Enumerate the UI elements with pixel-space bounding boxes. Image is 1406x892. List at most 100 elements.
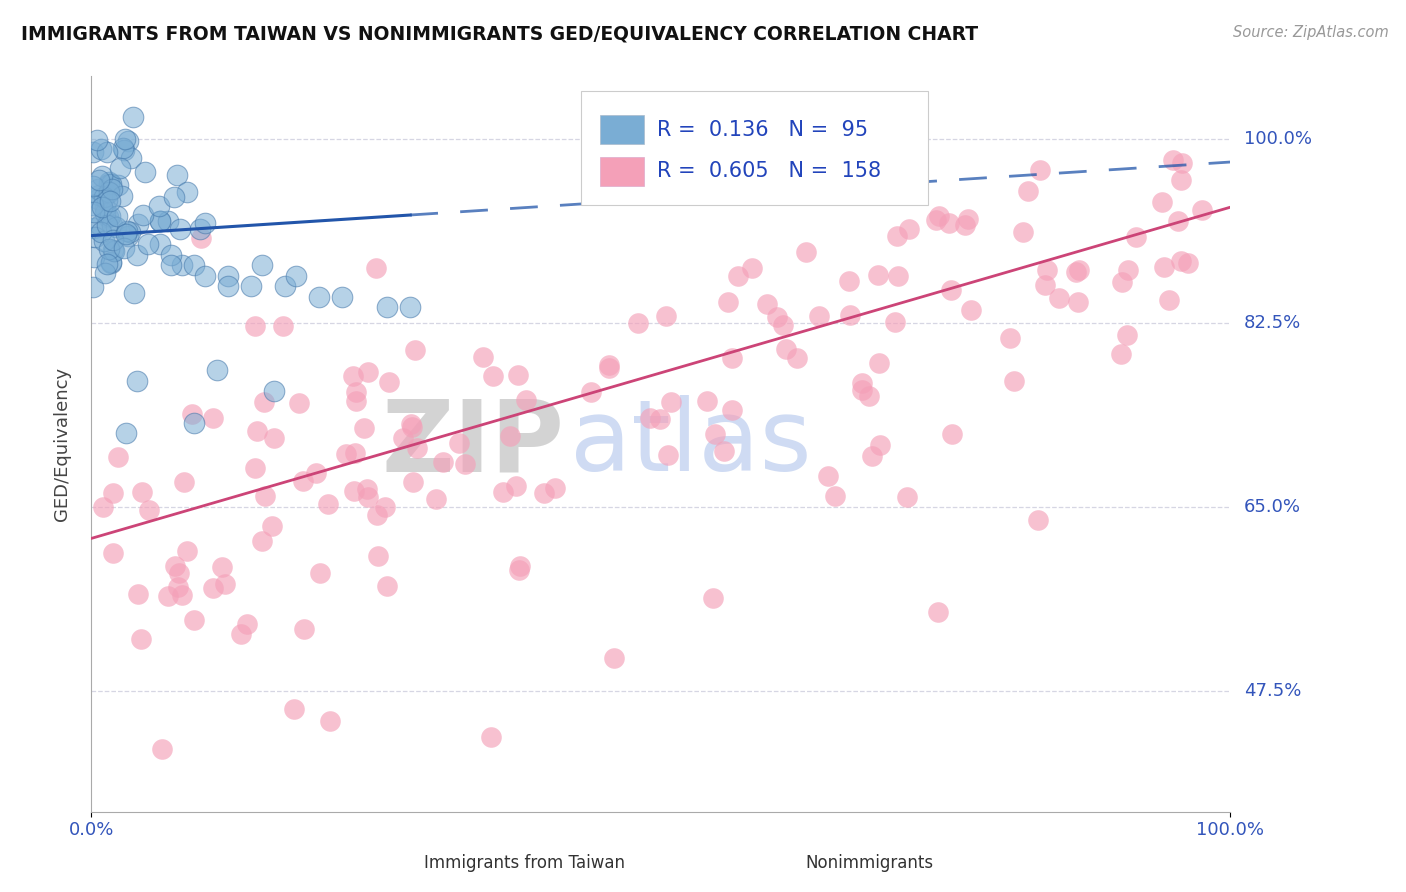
Point (479, 731, 502, 745)
Point (1069, 263, 1091, 277)
Point (308, 290, 330, 304)
Point (357, 365, 380, 379)
Point (866, 268, 889, 282)
Point (100, 255, 122, 269)
Point (648, 411, 671, 425)
Point (544, 482, 567, 496)
Point (82, 280, 104, 294)
Point (82, 145, 104, 159)
Point (94, 201, 117, 215)
Point (138, 502, 160, 516)
Point (794, 245, 817, 260)
Point (188, 221, 211, 235)
Point (201, 411, 224, 425)
Point (194, 216, 217, 230)
Point (509, 559, 531, 574)
Point (640, 411, 662, 425)
Point (868, 356, 890, 370)
Point (655, 309, 678, 323)
FancyBboxPatch shape (581, 90, 928, 204)
Text: Nonimmigrants: Nonimmigrants (806, 855, 934, 872)
Point (721, 351, 744, 365)
Point (353, 420, 375, 434)
Point (271, 319, 294, 334)
Point (1150, 195, 1173, 210)
Point (344, 385, 367, 400)
Point (998, 331, 1021, 345)
Point (160, 247, 183, 261)
Text: R =  0.136   N =  95: R = 0.136 N = 95 (658, 120, 869, 139)
Point (148, 199, 170, 213)
Point (96, 193, 118, 207)
Point (939, 283, 962, 297)
Point (176, 185, 198, 199)
Point (98, 178, 121, 192)
Point (378, 375, 401, 389)
Point (97, 210, 120, 224)
Point (696, 394, 718, 409)
Point (1067, 295, 1090, 310)
Point (344, 394, 367, 409)
Point (166, 168, 188, 182)
Point (167, 580, 190, 594)
Point (508, 563, 530, 577)
Bar (600, 115, 644, 145)
Point (83, 204, 105, 219)
Point (858, 388, 880, 402)
Point (156, 213, 179, 227)
Point (454, 458, 477, 472)
Point (190, 231, 212, 245)
Point (471, 350, 494, 364)
Point (120, 151, 142, 165)
Point (367, 549, 389, 564)
Point (127, 218, 149, 232)
Point (579, 384, 602, 399)
Point (884, 315, 907, 329)
Point (285, 268, 308, 283)
Point (928, 209, 950, 223)
Point (860, 449, 883, 463)
Point (250, 258, 273, 272)
Point (114, 426, 136, 441)
Point (1035, 278, 1057, 293)
Point (108, 161, 131, 175)
Text: ZIP: ZIP (381, 395, 564, 492)
Point (953, 218, 976, 232)
Text: 100.0%: 100.0% (1244, 130, 1312, 148)
Point (157, 589, 180, 603)
Point (897, 222, 920, 236)
Point (93, 190, 115, 204)
Point (508, 368, 530, 382)
Point (775, 342, 797, 356)
Point (401, 420, 423, 434)
Point (122, 111, 145, 125)
Point (406, 442, 429, 456)
Point (603, 650, 626, 665)
Point (533, 486, 555, 500)
Point (243, 318, 266, 333)
Point (87, 182, 110, 196)
Point (97, 242, 120, 256)
Point (91, 500, 114, 515)
Text: Source: ZipAtlas.com: Source: ZipAtlas.com (1233, 25, 1389, 40)
Point (335, 446, 357, 460)
Point (205, 363, 228, 377)
Point (1111, 276, 1133, 290)
Point (1002, 375, 1025, 389)
Point (217, 268, 239, 283)
Point (107, 178, 129, 192)
Point (402, 475, 425, 489)
Point (129, 632, 152, 647)
Point (127, 587, 149, 601)
Point (114, 227, 136, 241)
Point (1170, 173, 1192, 187)
Point (356, 482, 378, 496)
Point (375, 579, 398, 593)
Point (404, 343, 426, 358)
Point (838, 274, 860, 288)
Point (253, 489, 276, 503)
Point (96, 218, 118, 232)
Text: atlas: atlas (569, 395, 811, 492)
Point (721, 402, 744, 417)
Bar (388, 856, 412, 877)
